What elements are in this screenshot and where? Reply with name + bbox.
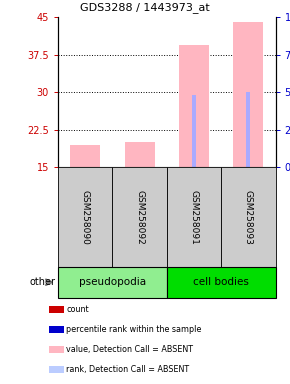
Text: GSM258091: GSM258091 bbox=[189, 190, 198, 244]
Text: pseudopodia: pseudopodia bbox=[79, 277, 146, 287]
Bar bbox=[58, 167, 113, 267]
Text: GSM258093: GSM258093 bbox=[244, 190, 253, 244]
Bar bbox=[246, 92, 250, 167]
Bar bbox=[167, 167, 221, 267]
Bar bbox=[167, 267, 276, 298]
Bar bbox=[113, 167, 167, 267]
Bar bbox=[49, 366, 64, 373]
Text: GSM258092: GSM258092 bbox=[135, 190, 144, 244]
Bar bbox=[49, 346, 64, 353]
Text: value, Detection Call = ABSENT: value, Detection Call = ABSENT bbox=[66, 345, 193, 354]
Text: GDS3288 / 1443973_at: GDS3288 / 1443973_at bbox=[80, 3, 210, 13]
Bar bbox=[49, 326, 64, 333]
Bar bbox=[179, 45, 209, 167]
Text: rank, Detection Call = ABSENT: rank, Detection Call = ABSENT bbox=[66, 365, 189, 374]
Text: GSM258090: GSM258090 bbox=[81, 190, 90, 244]
Bar bbox=[58, 267, 167, 298]
Bar bbox=[125, 142, 155, 167]
Text: other: other bbox=[29, 277, 55, 287]
Bar bbox=[192, 95, 196, 167]
Bar bbox=[49, 306, 64, 313]
Text: percentile rank within the sample: percentile rank within the sample bbox=[66, 325, 202, 334]
Text: cell bodies: cell bodies bbox=[193, 277, 249, 287]
Bar bbox=[233, 22, 263, 167]
Bar bbox=[221, 167, 276, 267]
Text: count: count bbox=[66, 305, 89, 314]
Bar bbox=[70, 145, 100, 167]
